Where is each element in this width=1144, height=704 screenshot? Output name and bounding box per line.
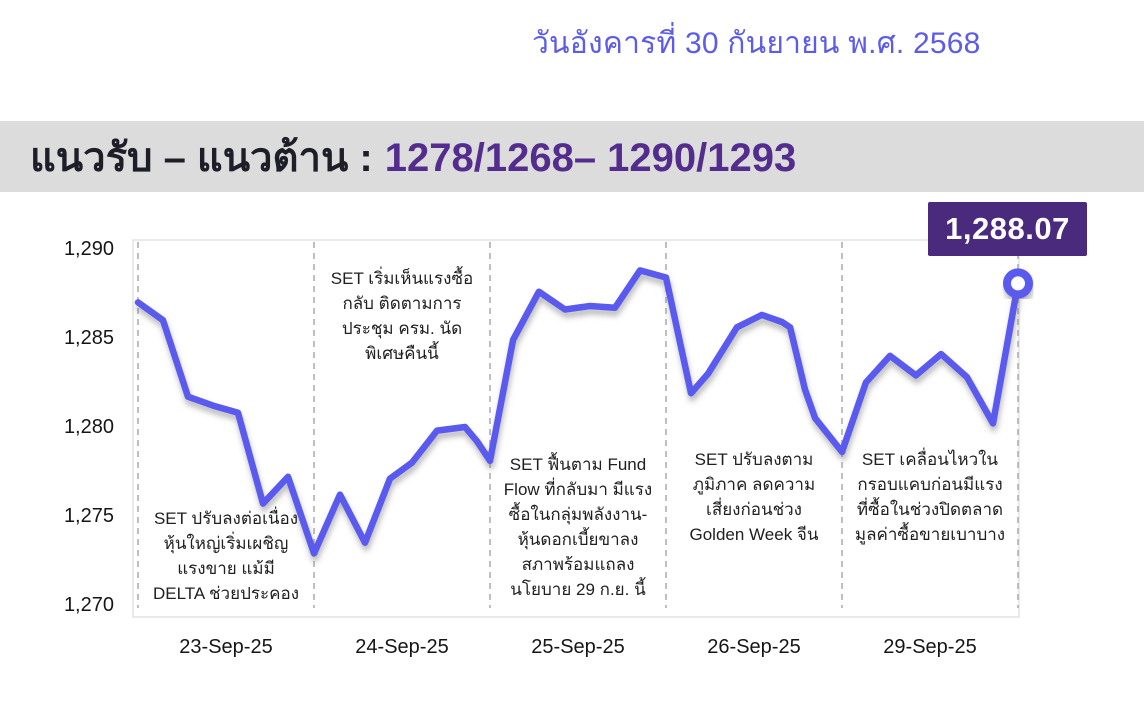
- support-resistance-values: 1278/1268– 1290/1293: [384, 135, 797, 180]
- y-tick-label: 1,285: [63, 327, 114, 349]
- last-value-badge: 1,288.07: [928, 202, 1087, 256]
- set-index-line: [134, 267, 1022, 557]
- x-tick-label: 29-Sep-25: [883, 636, 977, 658]
- y-tick-label: 1,280: [63, 416, 114, 438]
- annotation-29-sep: SET เคลื่อนไหวใน กรอบแคบก่อนมีแรง ที่ซื้…: [854, 450, 1006, 544]
- support-resistance-label: แนวรับ – แนวต้าน :: [30, 135, 373, 180]
- banner-text: แนวรับ – แนวต้าน :1278/1268– 1290/1293: [0, 125, 796, 189]
- y-tick-label: 1,290: [63, 238, 114, 260]
- x-tick-label: 26-Sep-25: [707, 636, 801, 658]
- last-point-marker: [1003, 268, 1033, 299]
- x-tick-label: 23-Sep-25: [179, 636, 273, 658]
- x-tick-label: 24-Sep-25: [355, 636, 449, 658]
- y-tick-label: 1,270: [63, 594, 114, 616]
- date-header: วันอังคารที่ 30 กันยายน พ.ศ. 2568: [532, 27, 981, 60]
- plot-border: [132, 239, 1020, 618]
- x-tick-label: 25-Sep-25: [531, 636, 625, 658]
- annotation-23-sep: SET ปรับลงต่อเนื่อง หุ้นใหญ่เริ่มเผชิญ แ…: [152, 509, 300, 603]
- y-tick-label: 1,275: [63, 505, 114, 527]
- annotation-24-sep: SET เริ่มเห็นแรงซื้อ กลับ ติดตามการ ประช…: [330, 269, 474, 363]
- annotation-26-sep: SET ปรับลงตาม ภูมิภาค ลดความ เสี่ยงก่อนช…: [689, 450, 819, 544]
- support-resistance-banner: แนวรับ – แนวต้าน :1278/1268– 1290/1293: [0, 121, 1144, 192]
- annotation-25-sep: SET ฟื้นตาม Fund Flow ที่กลับมา มีแรง ซื…: [503, 455, 653, 599]
